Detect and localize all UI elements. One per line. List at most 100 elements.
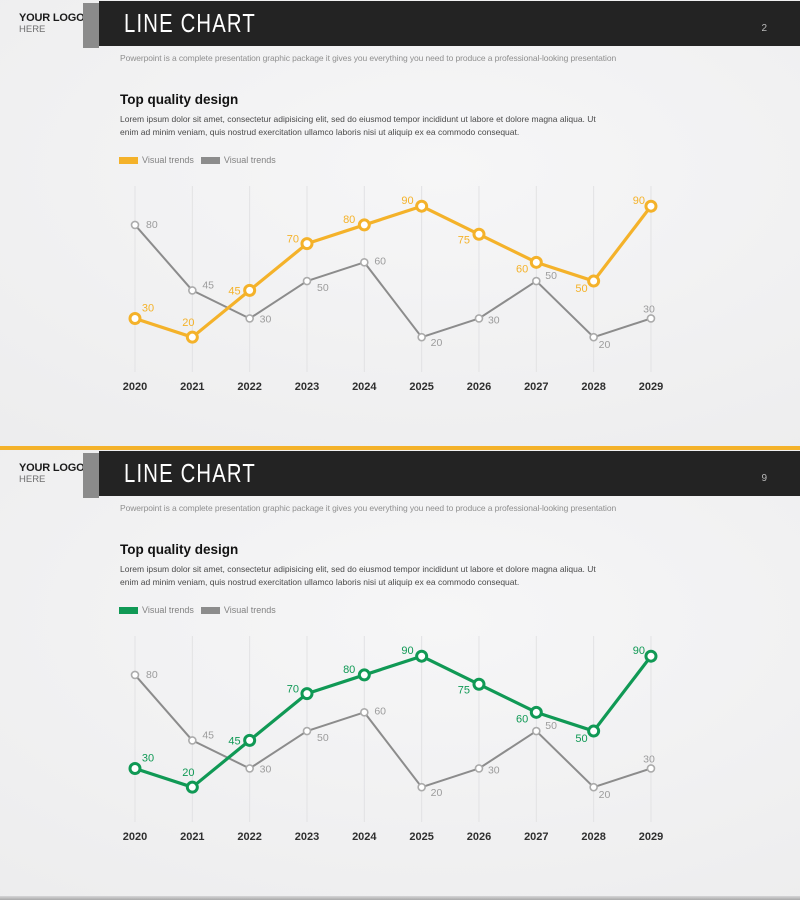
data-point-marker <box>644 199 658 213</box>
data-point-label: 45 <box>228 735 240 747</box>
data-point-label: 20 <box>431 787 443 799</box>
data-point-marker <box>589 782 598 792</box>
legend-item-accent: Visual trends <box>119 605 194 615</box>
data-point-marker <box>587 724 601 738</box>
data-point-marker <box>587 274 601 288</box>
data-point-label: 45 <box>202 729 214 741</box>
x-axis-label: 2023 <box>295 381 319 393</box>
data-point-label: 80 <box>343 214 355 226</box>
data-point-label: 20 <box>599 789 611 801</box>
data-point-label: 30 <box>260 313 272 325</box>
x-axis-label: 2021 <box>180 381 204 393</box>
legend-swatch-accent <box>119 606 138 614</box>
data-point-label: 50 <box>545 270 557 282</box>
data-point-marker <box>646 764 656 773</box>
section-heading: Top quality design <box>120 542 239 557</box>
data-point-marker <box>300 687 314 701</box>
data-point-label: 20 <box>599 339 611 351</box>
title-bar-accent-tab <box>83 3 99 48</box>
x-axis-label: 2024 <box>352 831 377 843</box>
data-point-marker <box>644 649 658 663</box>
data-point-marker <box>589 332 598 342</box>
x-axis-label: 2024 <box>352 381 377 393</box>
data-point-label: 20 <box>431 337 443 349</box>
data-point-label: 75 <box>458 684 470 696</box>
data-point-marker <box>472 677 486 691</box>
slide-title-bar: LINE CHART 9 <box>99 451 800 496</box>
data-point-marker <box>128 761 142 775</box>
logo-block: YOUR LOGO HERE <box>19 12 85 36</box>
data-point-marker <box>646 314 656 323</box>
logo-text: YOUR LOGO <box>19 12 85 24</box>
data-point-label: 30 <box>260 763 272 775</box>
logo-text: YOUR LOGO <box>19 462 85 474</box>
data-point-marker <box>188 286 197 295</box>
data-point-label: 45 <box>228 285 240 297</box>
page-number: 2 <box>761 23 767 34</box>
x-axis-label: 2025 <box>409 831 433 843</box>
legend-swatch-accent <box>119 156 138 164</box>
data-point-label: 30 <box>142 302 154 314</box>
data-point-marker <box>245 314 254 323</box>
data-point-marker <box>357 218 371 232</box>
legend-swatch-gray <box>200 156 220 164</box>
data-point-marker <box>130 220 140 230</box>
body-paragraph: Lorem ipsum dolor sit amet, consectetur … <box>120 114 596 138</box>
logo-block: YOUR LOGO HERE <box>19 462 85 486</box>
data-point-marker <box>472 227 486 241</box>
data-point-label: 75 <box>458 234 470 246</box>
slide-line-chart-yellow: YOUR LOGO HERE LINE CHART 2 Powerpoint i… <box>0 0 800 446</box>
legend-label: Visual trends <box>223 605 276 615</box>
line-chart: 2020 2021 2022 2023 2024 2025 2026 2027 2028 2029… <box>123 636 663 843</box>
data-point-label: 60 <box>374 705 386 717</box>
data-point-label: 80 <box>146 219 158 231</box>
x-axis-label: 2029 <box>639 381 663 393</box>
x-axis-label: 2027 <box>524 381 548 393</box>
x-axis-label: 2028 <box>581 831 605 843</box>
page-number: 9 <box>761 473 767 484</box>
data-point-marker <box>243 283 257 297</box>
data-point-marker <box>185 330 199 344</box>
logo-subtext: HERE <box>19 24 46 36</box>
data-point-label: 90 <box>633 195 645 207</box>
data-point-label: 50 <box>317 282 329 294</box>
logo-subtext: HERE <box>19 474 46 486</box>
x-axis-label: 2026 <box>467 381 491 393</box>
page-bottom-border <box>0 896 800 900</box>
data-point-label: 90 <box>401 195 413 207</box>
data-point-label: 30 <box>488 314 500 326</box>
data-point-label: 50 <box>545 720 557 732</box>
data-point-marker <box>302 276 312 286</box>
data-point-label: 60 <box>516 713 528 725</box>
data-point-marker <box>357 668 371 682</box>
x-axis-label: 2023 <box>295 831 319 843</box>
data-point-label: 50 <box>317 732 329 744</box>
data-point-label: 90 <box>633 645 645 657</box>
legend-label: Visual trends <box>142 155 194 165</box>
data-point-marker <box>529 705 543 719</box>
legend-label: Visual trends <box>223 155 276 165</box>
data-point-marker <box>300 237 314 251</box>
x-axis-label: 2022 <box>237 381 261 393</box>
title-bar-accent-tab <box>83 453 99 498</box>
legend-swatch-gray <box>200 606 220 614</box>
data-point-marker <box>474 764 484 773</box>
data-point-label: 80 <box>146 669 158 681</box>
data-point-label: 45 <box>202 279 214 291</box>
series-line <box>134 224 652 339</box>
data-point-label: 70 <box>287 234 299 246</box>
x-axis-label: 2022 <box>237 831 261 843</box>
data-point-marker <box>243 733 257 747</box>
data-point-label: 20 <box>182 767 194 779</box>
legend-label: Visual trends <box>142 605 194 615</box>
slide-title: LINE CHART <box>124 458 256 488</box>
body-paragraph: Lorem ipsum dolor sit amet, consectetur … <box>120 564 596 588</box>
data-point-marker <box>360 708 369 717</box>
data-point-label: 50 <box>575 733 587 745</box>
x-axis-label: 2020 <box>123 831 147 843</box>
data-point-label: 70 <box>287 684 299 696</box>
legend-item-gray: Visual trends <box>200 605 276 615</box>
chart-legend: Visual trends Visual trends <box>119 605 276 615</box>
legend-item-accent: Visual trends <box>119 155 194 165</box>
